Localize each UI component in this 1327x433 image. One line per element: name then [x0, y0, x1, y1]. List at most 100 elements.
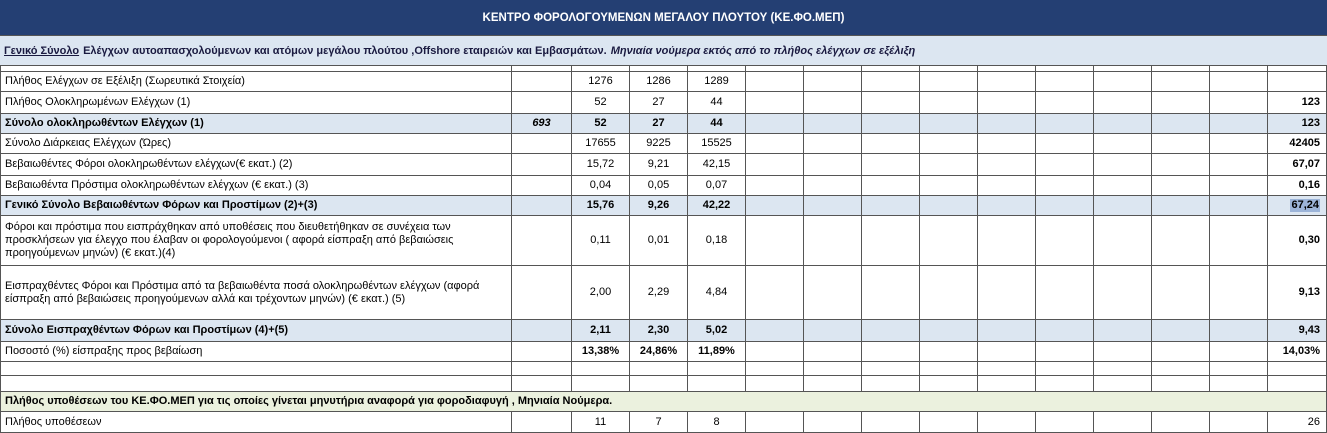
- table-cell: [862, 66, 920, 72]
- table-cell: [920, 92, 978, 114]
- table-cell: [804, 376, 862, 392]
- title-bar: ΚΕΝΤΡΟ ΦΟΡΟΛΟΓΟΥΜΕΝΩΝ ΜΕΓΑΛΟΥ ΠΛΟΥΤΟΥ (Κ…: [0, 0, 1327, 36]
- table-cell: [862, 266, 920, 320]
- table-cell: [1036, 320, 1094, 342]
- row-label: Γενικό Σύνολο Βεβαιωθέντων Φόρων και Προ…: [5, 199, 318, 211]
- table-cell: [978, 72, 1036, 92]
- month-value: 11,89%: [698, 345, 735, 357]
- table-cell: 1289: [688, 72, 746, 92]
- prior-value: 693: [532, 117, 551, 129]
- table-cell: 0,16: [1268, 176, 1327, 196]
- table-cell: [746, 72, 804, 92]
- table-cell: 9,26: [630, 196, 688, 216]
- table-cell: [1094, 92, 1152, 114]
- table-cell: 0,05: [630, 176, 688, 196]
- table-cell: [978, 196, 1036, 216]
- month-value: 2,29: [647, 286, 670, 298]
- table-cell: [1036, 92, 1094, 114]
- table-cell: [1152, 266, 1210, 320]
- table-cell: [1210, 154, 1268, 176]
- month-value: 52: [594, 117, 607, 129]
- subtitle-bar: Γενικό Σύνολο Ελέγχων αυτοαπασχολούμενων…: [0, 36, 1327, 66]
- table-cell: Σύνολο Διάρκειας Ελέγχων (Ώρες): [0, 134, 512, 154]
- table-cell: [1152, 154, 1210, 176]
- table-cell: [804, 196, 862, 216]
- table-cell: [862, 114, 920, 134]
- table-cell: [0, 362, 512, 376]
- table-cell: 123: [1268, 114, 1327, 134]
- table-cell: [804, 92, 862, 114]
- table-cell: [1210, 72, 1268, 92]
- table-cell: 52: [572, 114, 630, 134]
- table-cell: [746, 154, 804, 176]
- table-cell: [746, 362, 804, 376]
- row-label: Σύνολο Εισπραχθέντων Φόρων και Προστίμων…: [5, 324, 289, 336]
- table-cell: [1094, 412, 1152, 433]
- table-cell: 123: [1268, 92, 1327, 114]
- table-cell: [862, 342, 920, 362]
- row-label: Ποσοστό (%) είσπραξης προς βεβαίωση: [5, 345, 203, 357]
- table-cell: [1036, 154, 1094, 176]
- month-value: 9,26: [647, 199, 670, 211]
- table-cell: 8: [688, 412, 746, 433]
- table-cell: [804, 342, 862, 362]
- table-cell: [0, 376, 512, 392]
- table-cell: [512, 266, 572, 320]
- table-cell: 67,07: [1268, 154, 1327, 176]
- table-cell: [804, 216, 862, 266]
- table-cell: [862, 362, 920, 376]
- table-cell: [1036, 134, 1094, 154]
- row-label: Βεβαιωθέντα Πρόστιμα ολοκληρωθέντων ελέγ…: [5, 179, 309, 191]
- table-cell: [862, 412, 920, 433]
- table-cell: [512, 376, 572, 392]
- table-cell: [804, 154, 862, 176]
- total-value: 67,07: [1292, 158, 1320, 170]
- table-cell: [920, 376, 978, 392]
- row-label: Βεβαιωθέντες Φόροι ολοκληρωθέντων ελέγχω…: [5, 158, 293, 170]
- month-value: 27: [652, 117, 665, 129]
- total-value: 67,24: [1290, 199, 1320, 212]
- table-cell: [862, 320, 920, 342]
- table-cell: [920, 196, 978, 216]
- table-cell: [1152, 92, 1210, 114]
- table-cell: 15,76: [572, 196, 630, 216]
- table-cell: [1210, 196, 1268, 216]
- table-cell: [746, 196, 804, 216]
- table-cell: [920, 114, 978, 134]
- table-cell: [1210, 92, 1268, 114]
- table-cell: [746, 376, 804, 392]
- table-cell: [1036, 412, 1094, 433]
- table-cell: [1036, 376, 1094, 392]
- table-cell: [804, 72, 862, 92]
- table-cell: Πλήθος Ελέγχων σε Εξέλιξη (Σωρευτικά Στο…: [0, 72, 512, 92]
- table-cell: [1094, 176, 1152, 196]
- table-cell: [1094, 376, 1152, 392]
- table-cell: [1268, 362, 1327, 376]
- table-cell: [862, 72, 920, 92]
- month-value: 2,00: [589, 286, 612, 298]
- table-cell: [512, 154, 572, 176]
- table-cell: [1152, 114, 1210, 134]
- table-cell: [0, 66, 512, 72]
- month-value: 17655: [585, 137, 616, 149]
- title: ΚΕΝΤΡΟ ΦΟΡΟΛΟΓΟΥΜΕΝΩΝ ΜΕΓΑΛΟΥ ΠΛΟΥΤΟΥ (Κ…: [482, 11, 845, 24]
- month-value: 13,38%: [581, 345, 620, 357]
- table-cell: [978, 134, 1036, 154]
- table-cell: [746, 176, 804, 196]
- total-value: 42405: [1289, 137, 1320, 149]
- subtitle-note: Μηνιαία νούμερα εκτός από το πλήθος ελέγ…: [610, 44, 916, 57]
- table-cell: 0,11: [572, 216, 630, 266]
- table-cell: [512, 412, 572, 433]
- table-cell: [1094, 114, 1152, 134]
- table-cell: 4,84: [688, 266, 746, 320]
- table-cell: 52: [572, 92, 630, 114]
- table-cell: [512, 362, 572, 376]
- table-cell: [630, 376, 688, 392]
- table-cell: Πλήθος υποθέσεων: [0, 412, 512, 433]
- table-cell: [1036, 266, 1094, 320]
- table-cell: 27: [630, 114, 688, 134]
- month-value: 44: [710, 96, 723, 108]
- table-cell: [1152, 362, 1210, 376]
- table-cell: [630, 362, 688, 376]
- month-value: 7: [655, 415, 662, 428]
